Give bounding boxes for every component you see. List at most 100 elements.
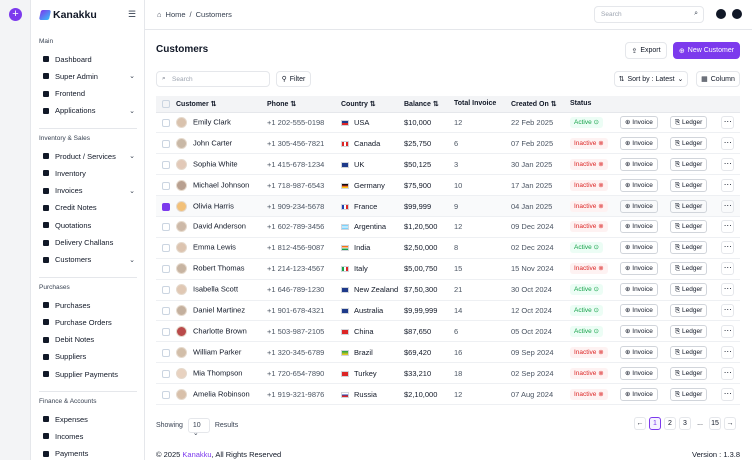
footer-brand-link[interactable]: Kanakku <box>182 450 212 459</box>
breadcrumb-home[interactable]: Home <box>165 10 186 19</box>
ledger-button[interactable]: ⎘ Ledger <box>670 387 708 401</box>
customer-name[interactable]: John Carter <box>193 138 233 148</box>
sidebar-item-purchases[interactable]: Purchases <box>43 298 135 312</box>
more-options-icon[interactable]: ⋯ <box>721 136 735 150</box>
customer-name[interactable]: Daniel Martinez <box>193 305 246 315</box>
invoice-button[interactable]: ⊕ Invoice <box>620 387 658 401</box>
ledger-button[interactable]: ⎘ Ledger <box>670 157 708 171</box>
invoice-button[interactable]: ⊕ Invoice <box>620 366 658 380</box>
col-created-on[interactable]: Created On ⇅ <box>511 96 570 113</box>
more-options-icon[interactable]: ⋯ <box>721 178 735 192</box>
sidebar-item-supplier-payments[interactable]: Supplier Payments <box>43 367 135 381</box>
ledger-button[interactable]: ⎘ Ledger <box>670 303 708 317</box>
customer-name[interactable]: Isabella Scott <box>193 284 239 294</box>
more-options-icon[interactable]: ⋯ <box>721 387 735 401</box>
more-options-icon[interactable]: ⋯ <box>721 324 735 338</box>
sidebar-item-applications[interactable]: Applications ⌄ <box>43 104 135 118</box>
table-row[interactable]: John Carter +1 305-456-7821 Canada $25,750 6… <box>156 132 740 155</box>
more-options-icon[interactable]: ⋯ <box>721 115 735 129</box>
more-options-icon[interactable]: ⋯ <box>721 199 735 213</box>
sidebar-item-credit-notes[interactable]: Credit Notes <box>43 201 135 215</box>
new-customer-button[interactable]: ⊕ New Customer <box>673 42 740 59</box>
menu-icon[interactable]: ☰ <box>128 9 137 19</box>
table-row[interactable]: Sophia White +1 415-678-1234 UK $50,125 3 30 … <box>156 153 740 176</box>
row-checkbox[interactable] <box>162 244 170 253</box>
ledger-button[interactable]: ⎘ Ledger <box>670 220 708 234</box>
ledger-button[interactable]: ⎘ Ledger <box>670 324 708 338</box>
ledger-button[interactable]: ⎘ Ledger <box>670 178 708 192</box>
table-row[interactable]: Michael Johnson +1 718-987-6543 Germany $75… <box>156 174 740 197</box>
sidebar-item-invoices[interactable]: Invoices ⌄ <box>43 184 135 198</box>
col-customer[interactable]: Customer ⇅ <box>176 96 267 113</box>
col-phone[interactable]: Phone ⇅ <box>267 96 341 113</box>
ledger-button[interactable]: ⎘ Ledger <box>670 199 708 213</box>
sidebar-item-purchase-orders[interactable]: Purchase Orders <box>43 315 135 329</box>
sidebar-item-quotations[interactable]: Quotations <box>43 218 135 232</box>
col-balance[interactable]: Balance ⇅ <box>404 96 454 113</box>
invoice-button[interactable]: ⊕ Invoice <box>620 303 658 317</box>
more-options-icon[interactable]: ⋯ <box>721 345 735 359</box>
invoice-button[interactable]: ⊕ Invoice <box>620 157 658 171</box>
more-options-icon[interactable]: ⋯ <box>721 241 735 255</box>
table-row[interactable]: Emma Lewis +1 812-456-9087 India $2,50,000 8… <box>156 237 740 259</box>
table-search-input[interactable]: ⌕ Search <box>156 71 270 87</box>
sidebar-item-inventory[interactable]: Inventory <box>43 166 135 180</box>
customer-name[interactable]: Sophia White <box>193 159 238 169</box>
row-checkbox[interactable] <box>162 390 170 399</box>
invoice-button[interactable]: ⊕ Invoice <box>620 136 658 150</box>
customer-name[interactable]: David Anderson <box>193 221 246 231</box>
ledger-button[interactable]: ⎘ Ledger <box>670 115 708 129</box>
table-row[interactable]: Robert Thomas +1 214-123-4567 Italy $5,00,7… <box>156 258 740 280</box>
ledger-button[interactable]: ⎘ Ledger <box>670 262 708 276</box>
more-options-icon[interactable]: ⋯ <box>721 303 735 317</box>
sidebar-item-payments[interactable]: Payments <box>43 447 135 460</box>
table-row[interactable]: Isabella Scott +1 646-789-1230 New Zealand… <box>156 279 740 301</box>
page-1[interactable]: 1 <box>649 417 661 430</box>
ledger-button[interactable]: ⎘ Ledger <box>670 345 708 359</box>
invoice-button[interactable]: ⊕ Invoice <box>620 283 658 297</box>
more-options-icon[interactable]: ⋯ <box>721 283 735 297</box>
page-3[interactable]: 3 <box>679 417 691 430</box>
filter-button[interactable]: ⚲ Filter <box>276 71 311 87</box>
table-row[interactable]: David Anderson +1 602-789-3456 Argentina $1… <box>156 216 740 238</box>
table-row[interactable]: Daniel Martinez +1 901-678-4321 Australia $… <box>156 300 740 322</box>
plus-icon[interactable]: + <box>9 8 22 21</box>
notification-icon[interactable] <box>716 9 726 19</box>
row-checkbox[interactable] <box>162 265 170 274</box>
more-options-icon[interactable]: ⋯ <box>721 220 735 234</box>
invoice-button[interactable]: ⊕ Invoice <box>620 262 658 276</box>
row-checkbox[interactable] <box>162 348 170 357</box>
customer-name[interactable]: Emma Lewis <box>193 242 236 252</box>
sidebar-item-frontend[interactable]: Frontend <box>43 87 135 101</box>
more-options-icon[interactable]: ⋯ <box>721 366 735 380</box>
sidebar-item-expenses[interactable]: Expenses <box>43 412 135 426</box>
row-checkbox[interactable] <box>162 286 170 295</box>
table-row[interactable]: Charlotte Brown +1 503-987-2105 China $87,6… <box>156 320 740 343</box>
select-all-checkbox[interactable] <box>162 99 170 108</box>
sidebar-item-suppliers[interactable]: Suppliers <box>43 350 135 364</box>
ledger-button[interactable]: ⎘ Ledger <box>670 241 708 255</box>
ledger-button[interactable]: ⎘ Ledger <box>670 136 708 150</box>
table-row[interactable]: Olivia Harris +1 909-234-5678 France $99,99… <box>156 195 740 217</box>
ledger-button[interactable]: ⎘ Ledger <box>670 366 708 380</box>
row-checkbox[interactable] <box>162 327 170 336</box>
col-country[interactable]: Country ⇅ <box>341 96 404 113</box>
sidebar-item-customers[interactable]: Customers ⌄ <box>43 253 135 267</box>
more-options-icon[interactable]: ⋯ <box>721 262 735 276</box>
global-search-input[interactable]: Search ⌕ <box>594 6 704 23</box>
customer-name[interactable]: Michael Johnson <box>193 180 250 190</box>
table-row[interactable]: William Parker +1 320-345-6789 Brazil $69,4… <box>156 341 740 364</box>
row-checkbox[interactable] <box>162 139 170 148</box>
invoice-button[interactable]: ⊕ Invoice <box>620 199 658 213</box>
row-checkbox[interactable] <box>162 181 170 190</box>
row-checkbox[interactable] <box>162 306 170 315</box>
table-row[interactable]: Amelia Robinson +1 919-321-9876 Russia $2,1… <box>156 383 740 405</box>
settings-icon[interactable] <box>732 9 742 19</box>
table-row[interactable]: Emily Clark +1 202-555-0198 USA $10,000 12 22… <box>156 112 740 134</box>
sidebar-item-incomes[interactable]: Incomes <box>43 429 135 443</box>
customer-name[interactable]: Robert Thomas <box>193 263 245 273</box>
page-size-select[interactable]: 10 ⌄ <box>187 418 210 437</box>
page-2[interactable]: 2 <box>664 417 676 430</box>
row-checkbox[interactable] <box>162 202 170 211</box>
home-icon[interactable]: ⌂ <box>157 10 162 19</box>
